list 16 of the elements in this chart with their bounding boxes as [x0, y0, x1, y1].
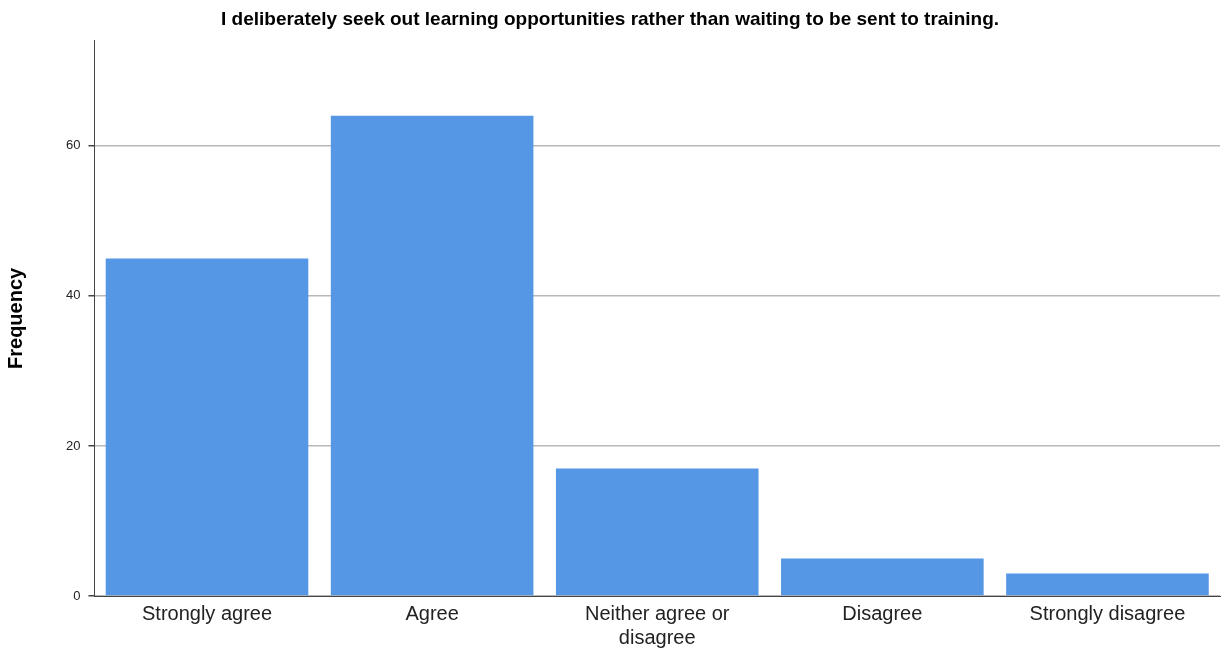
x-tick-label: Agree: [405, 601, 459, 624]
bar: [781, 558, 984, 596]
y-tick-label: 40: [65, 287, 81, 303]
y-tick-label: 20: [65, 437, 81, 453]
y-axis-title: Frequency: [3, 266, 26, 369]
x-tick-label: Strongly agree: [141, 601, 273, 624]
x-tick-label: Neither agree or disagree: [584, 601, 730, 648]
x-tick-label: Disagree: [842, 601, 923, 624]
x-tick-label: Strongly disagree: [1029, 601, 1186, 624]
bar: [330, 115, 534, 596]
chart-title: I deliberately seek out learning opportunities rather than waiting to be sent to training.: [220, 7, 1000, 29]
y-tick-label: 60: [65, 137, 81, 153]
y-tick-label: 0: [73, 587, 81, 603]
bar: [105, 258, 309, 596]
bar: [555, 468, 759, 596]
bar: [1006, 573, 1209, 596]
